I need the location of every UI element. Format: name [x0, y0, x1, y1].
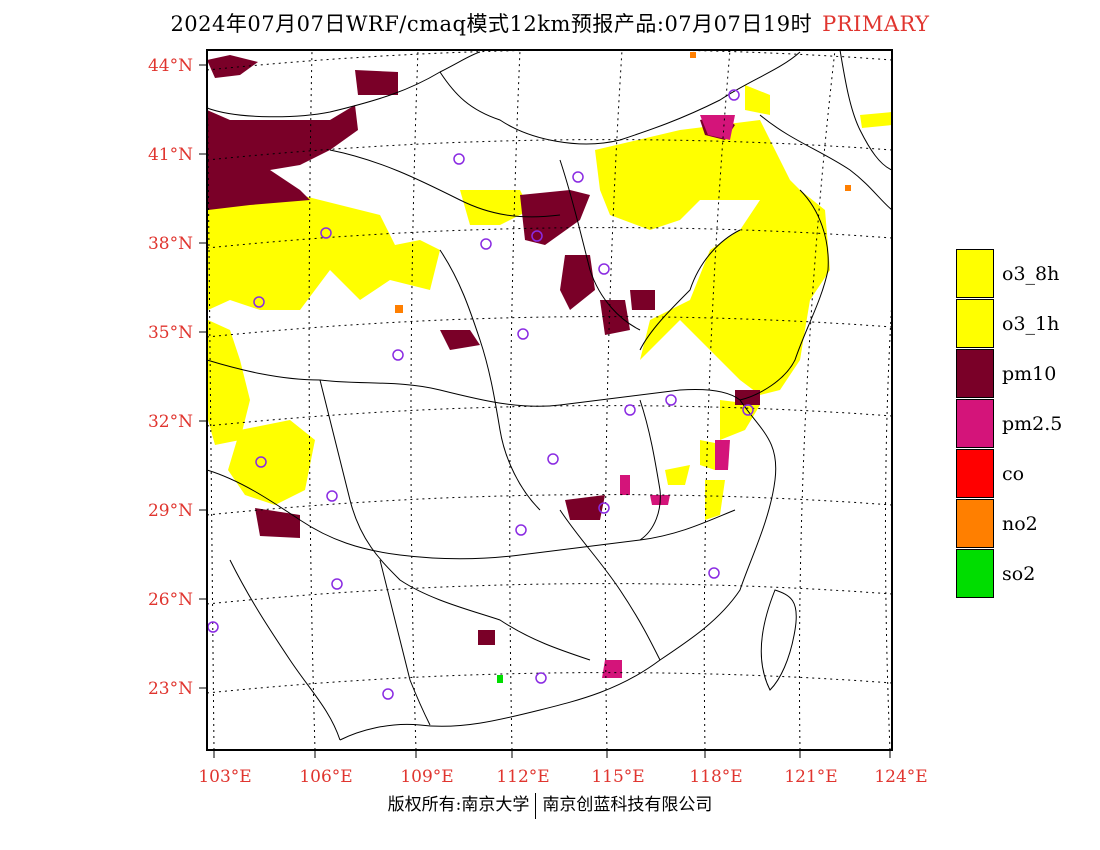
- legend-label: co: [1002, 463, 1025, 485]
- legend-label: no2: [1002, 513, 1038, 535]
- lon-tick-label: 112°E: [496, 767, 549, 787]
- lat-tick-label: 32°N: [148, 412, 193, 432]
- footer-right: 南京创蓝科技有限公司: [542, 795, 713, 815]
- lat-tick-label: 44°N: [148, 56, 193, 76]
- legend-swatch: [956, 349, 994, 398]
- legend-swatch: [956, 549, 994, 598]
- lon-tick-label: 103°E: [198, 767, 251, 787]
- lon-tick-label: 109°E: [400, 767, 453, 787]
- lat-tick-label: 41°N: [148, 145, 193, 165]
- title-tag: PRIMARY: [822, 12, 930, 36]
- footer-left: 版权所有:南京大学: [387, 795, 530, 815]
- lat-tick-label: 23°N: [148, 679, 193, 699]
- lon-tick-label: 106°E: [299, 767, 352, 787]
- map-title: 2024年07月07日WRF/cmaq模式12km预报产品:07月07日19时 P…: [0, 8, 1100, 38]
- lat-tick-label: 38°N: [148, 234, 193, 254]
- o3-areas: [207, 85, 892, 520]
- lon-axis: 103°E 106°E 109°E 112°E 115°E 118°E 121°…: [198, 750, 928, 787]
- map-frame: [206, 49, 893, 751]
- copyright-footer: 版权所有:南京大学 南京创蓝科技有限公司: [0, 790, 1100, 819]
- legend-swatch: [956, 449, 994, 498]
- title-main: 2024年07月07日WRF/cmaq模式12km预报产品:07月07日19时: [170, 12, 813, 36]
- legend-label: o3_1h: [1002, 313, 1060, 335]
- lat-tick-label: 26°N: [148, 590, 193, 610]
- legend-label: o3_8h: [1002, 263, 1060, 285]
- legend-swatch: [956, 249, 994, 298]
- legend-swatch: [956, 399, 994, 448]
- lat-tick-label: 29°N: [148, 501, 193, 521]
- lon-tick-label: 115°E: [591, 767, 644, 787]
- lon-tick-label: 118°E: [689, 767, 742, 787]
- footer-divider: [535, 792, 537, 819]
- legend-swatch: [956, 499, 994, 548]
- legend-swatch: [956, 299, 994, 348]
- lat-axis: 44°N 41°N 38°N 35°N 32°N 29°N 26°N 23°N: [148, 56, 207, 699]
- legend-label: pm10: [1002, 363, 1057, 385]
- trace-areas: [395, 52, 851, 683]
- legend-label: pm2.5: [1002, 413, 1063, 435]
- legend-label: so2: [1002, 563, 1036, 585]
- boundary-lines: [206, 49, 893, 741]
- pm25-areas: [602, 115, 735, 678]
- lat-tick-label: 35°N: [148, 323, 193, 343]
- lon-tick-label: 121°E: [784, 767, 837, 787]
- lon-tick-label: 124°E: [874, 767, 927, 787]
- graticule: [206, 49, 893, 751]
